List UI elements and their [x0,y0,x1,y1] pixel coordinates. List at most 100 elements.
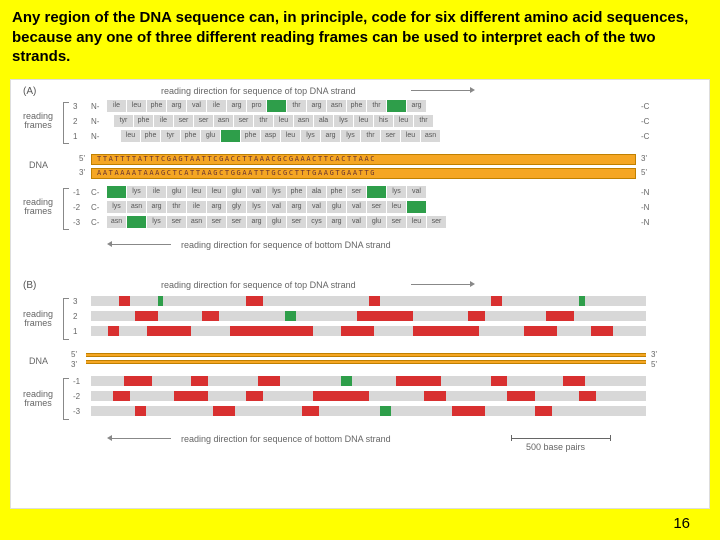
aa-cell: ser [207,216,227,228]
aa-cell: leu [127,100,147,112]
orf-segment [524,326,557,336]
orf-segment [113,391,130,401]
dna-thin-top [86,353,646,357]
c-term: -N [641,218,649,227]
frame-num: -3 [73,407,80,416]
frame-row: tyrpheileserserasnserthrleuasnalalysleuh… [114,115,434,127]
aa-cell: phe [134,115,154,127]
aa-cell: phe [241,130,261,142]
orf-segment [147,326,191,336]
aa-cell: ile [187,201,207,213]
orf-segment [452,406,485,416]
dnab-3p-tr: 3' [651,350,657,359]
aa-cell: ser [427,216,447,228]
aa-cell: phe [347,100,367,112]
orf-segment [413,326,480,336]
aa-cell: asn [327,100,347,112]
arrow-top-a [411,90,471,91]
orf-segment [135,406,146,416]
aa-cell: ser [387,216,407,228]
arrow-bot-b [111,438,171,439]
panel-b-bot-caption: reading direction for sequence of bottom… [181,434,391,444]
orf-segment [579,391,596,401]
aa-cell: glu [267,216,287,228]
side-label-top-b: reading frames [23,310,53,330]
orf-segment [230,326,313,336]
panel-a-top-caption: reading direction for sequence of top DN… [161,86,356,96]
n-term: C- [91,218,99,227]
aa-cell: lys [334,115,354,127]
stop-codon [107,186,127,198]
aa-cell: glu [167,186,187,198]
orf-segment [202,311,219,321]
aa-cell: arg [407,100,427,112]
reading-frame-bar [91,406,646,416]
c-term: -C [641,117,649,126]
dna-5p-tl: 5' [79,154,85,163]
dna-seq-top: TTATTTTATTTCGAGTAATTCGACCTTAAACGCGAAACTT… [97,155,376,163]
n-term: C- [91,203,99,212]
aa-cell: thr [287,100,307,112]
aa-cell: glu [227,186,247,198]
aa-cell: phe [181,130,201,142]
aa-cell: lys [267,186,287,198]
diagram-area: (A) reading direction for sequence of to… [10,79,710,509]
aa-cell: val [267,201,287,213]
frame-num: 3 [73,102,77,111]
frame-num: -3 [73,218,80,227]
dnab-5p-tl: 5' [71,350,77,359]
aa-cell: val [247,186,267,198]
aa-cell: tyr [114,115,134,127]
panel-b-top-caption: reading direction for sequence of top DN… [161,280,356,290]
stop-segment [579,296,585,306]
c-term: -C [641,132,649,141]
reading-frame-bar [91,311,646,321]
frame-num: 2 [73,312,77,321]
dnab-3p-bl: 3' [71,360,77,369]
aa-cell: glu [367,216,387,228]
aa-cell: lys [387,186,407,198]
aa-cell: leu [274,115,294,127]
aa-cell: ser [174,115,194,127]
orf-segment [213,406,235,416]
stop-codon [221,130,241,142]
orf-segment [591,326,613,336]
bracket-top-a [63,102,69,144]
aa-cell: glu [201,130,221,142]
frame-num: 1 [73,327,77,336]
aa-cell: lys [301,130,321,142]
bracket-top-b [63,298,69,340]
dna-thin-bot [86,360,646,364]
aa-cell: phe [141,130,161,142]
orf-segment [302,406,319,416]
stop-segment [285,311,296,321]
aa-cell: leu [187,186,207,198]
orf-segment [191,376,208,386]
orf-segment [507,391,535,401]
side-label-bot-a: reading frames [23,198,53,218]
aa-cell: thr [167,201,187,213]
frame-num: 2 [73,117,77,126]
side-label-top-a: reading frames [23,112,53,132]
aa-cell: pro [247,100,267,112]
frame-num: 1 [73,132,77,141]
aa-cell: lys [247,201,267,213]
aa-cell: thr [414,115,434,127]
aa-cell: leu [207,186,227,198]
aa-cell: phe [147,100,167,112]
reading-frame-bar [91,391,646,401]
aa-cell: leu [354,115,374,127]
aa-cell: ser [234,115,254,127]
orf-segment [135,311,157,321]
orf-segment [468,311,485,321]
dnab-5p-br: 5' [651,360,657,369]
frame-row: ileleupheargvalileargprothrargasnphethra… [107,100,427,112]
aa-cell: ser [381,130,401,142]
aa-cell: val [407,186,427,198]
frame-num: -1 [73,377,80,386]
aa-cell: ser [194,115,214,127]
aa-cell: ile [147,186,167,198]
frame-row: lysasnargthrileargglylysvalargvalgluvals… [107,201,427,213]
frame-row: asnlysserasnserserargglusercysargvalglus… [107,216,447,228]
orf-segment [246,391,263,401]
